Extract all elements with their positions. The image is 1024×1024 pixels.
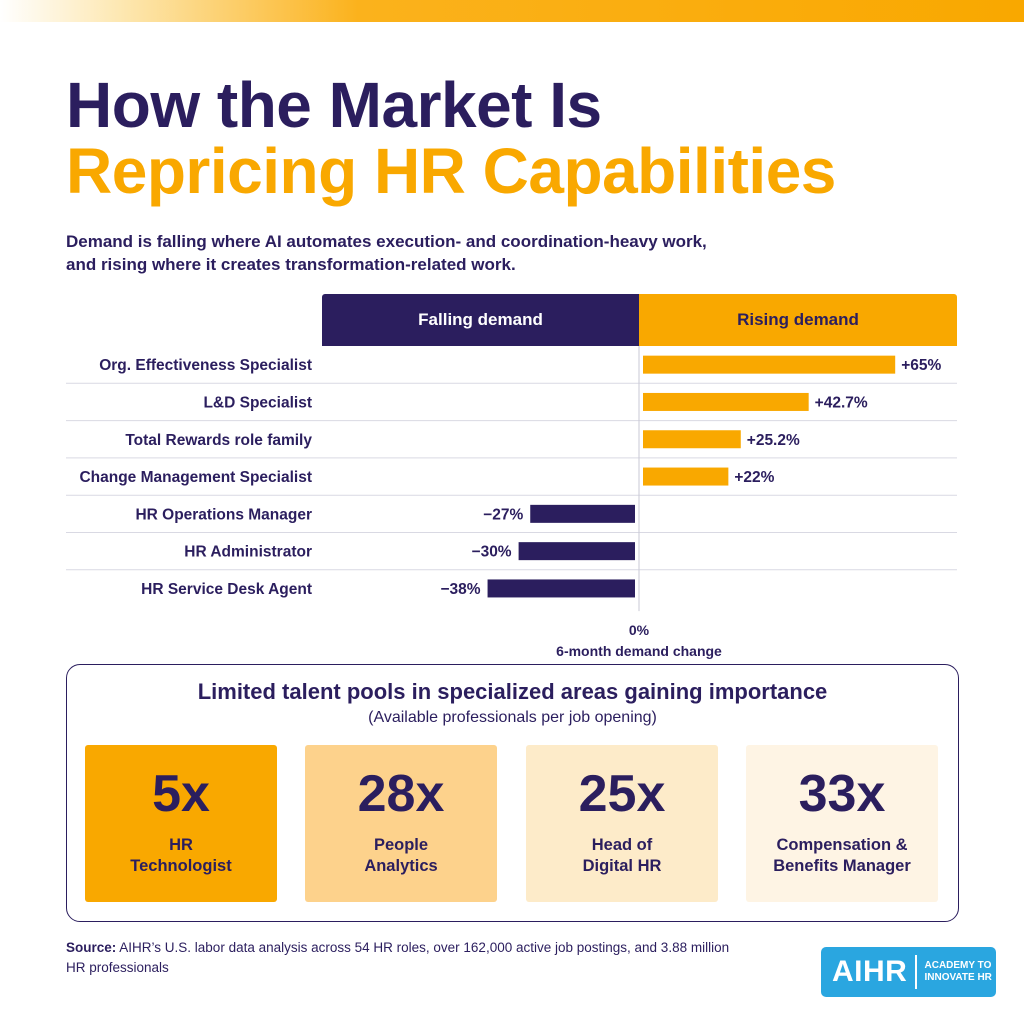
talent-card-compensation-benefits: 33x Compensation & Benefits Manager bbox=[746, 745, 938, 902]
talent-card-value: 25x bbox=[578, 765, 666, 823]
logo-tagline: ACADEMY TO INNOVATE HR bbox=[925, 960, 992, 984]
talent-card-role-line: Digital HR bbox=[582, 857, 662, 875]
top-accent-bar bbox=[0, 0, 1024, 22]
talent-card-role-line: Analytics bbox=[364, 857, 438, 875]
source-label: Source: bbox=[66, 940, 117, 955]
talent-card-head-of-digital-hr: 25x Head of Digital HR bbox=[526, 745, 718, 902]
data-label: +42.7% bbox=[815, 394, 868, 411]
bar bbox=[518, 542, 635, 561]
category-label: Total Rewards role family bbox=[125, 432, 312, 449]
bar bbox=[643, 392, 809, 411]
source-note: Source: AIHR’s U.S. labor data analysis … bbox=[66, 938, 746, 978]
category-label: Change Management Specialist bbox=[79, 469, 312, 486]
aihr-logo[interactable]: AIHR ACADEMY TO INNOVATE HR bbox=[821, 947, 996, 997]
logo-divider bbox=[915, 955, 917, 989]
demand-change-chart: Org. Effectiveness Specialist +65% L&D Spe… bbox=[66, 346, 957, 659]
talent-card-hr-technologist: 5x HR Technologist bbox=[85, 745, 277, 902]
category-label: Org. Effectiveness Specialist bbox=[99, 357, 312, 374]
talent-card-role: HR Technologist bbox=[85, 835, 277, 877]
subtitle-line-1: Demand is falling where AI automates exe… bbox=[66, 232, 707, 251]
data-label: −30% bbox=[472, 544, 512, 561]
talent-pools-subtitle: (Available professionals per job opening… bbox=[368, 709, 657, 726]
bar bbox=[487, 579, 635, 598]
talent-card-value: 33x bbox=[798, 765, 886, 823]
data-label: +25.2% bbox=[747, 432, 800, 449]
data-label: +65% bbox=[901, 357, 941, 374]
title-line-1: How the Market Is bbox=[66, 69, 602, 141]
talent-card-role-line: Technologist bbox=[130, 857, 232, 875]
subtitle-line-2: and rising where it creates transformati… bbox=[66, 255, 516, 274]
source-text: AIHR’s U.S. labor data analysis across 5… bbox=[66, 940, 730, 975]
logo-tagline-line: INNOVATE HR bbox=[924, 972, 992, 983]
data-label: +22% bbox=[734, 469, 774, 486]
bar bbox=[643, 467, 729, 486]
talent-pools-panel: Limited talent pools in specialized area… bbox=[66, 664, 959, 922]
talent-pools-title: Limited talent pools in specialized area… bbox=[197, 679, 828, 704]
bar bbox=[530, 504, 635, 523]
logo-mark: AIHR bbox=[832, 955, 908, 988]
talent-card-role: Compensation & Benefits Manager bbox=[746, 835, 938, 877]
talent-card-value: 5x bbox=[152, 765, 210, 823]
category-label: HR Administrator bbox=[184, 544, 312, 561]
page-title: How the Market Is Repricing HR Capabilit… bbox=[66, 72, 836, 204]
bar bbox=[643, 355, 896, 374]
zero-tick-label: 0% bbox=[629, 622, 650, 638]
x-axis-label: 6-month demand change bbox=[556, 643, 722, 659]
rising-demand-header: Rising demand bbox=[639, 294, 957, 346]
talent-card-role-line: People bbox=[373, 836, 429, 854]
falling-demand-header: Falling demand bbox=[322, 294, 639, 346]
talent-card-role-line: Benefits Manager bbox=[773, 857, 911, 875]
page-subtitle: Demand is falling where AI automates exe… bbox=[66, 230, 826, 276]
title-line-2: Repricing HR Capabilities bbox=[66, 135, 836, 207]
talent-card-role-line: Head of bbox=[591, 836, 653, 854]
category-label: HR Service Desk Agent bbox=[141, 581, 312, 598]
logo-tagline-line: ACADEMY TO bbox=[924, 960, 992, 971]
talent-card-role-line: HR bbox=[169, 836, 193, 854]
talent-card-value: 28x bbox=[357, 765, 445, 823]
category-label: HR Operations Manager bbox=[135, 506, 312, 523]
data-label: −38% bbox=[440, 581, 480, 598]
talent-card-role: Head of Digital HR bbox=[526, 835, 718, 877]
bar bbox=[643, 430, 741, 449]
talent-card-people-analytics: 28x People Analytics bbox=[305, 745, 497, 902]
data-label: −27% bbox=[483, 506, 523, 523]
talent-card-role: People Analytics bbox=[305, 835, 497, 877]
category-label: L&D Specialist bbox=[203, 394, 312, 411]
talent-card-role-line: Compensation & bbox=[776, 836, 908, 854]
